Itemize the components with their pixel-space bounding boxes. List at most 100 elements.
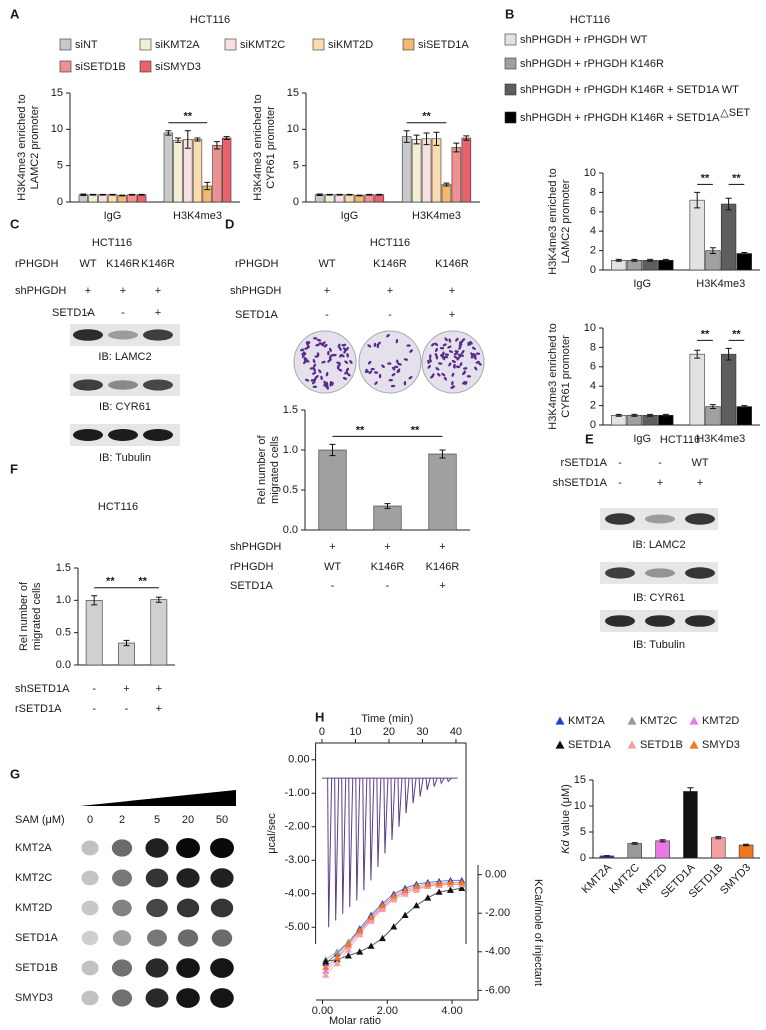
error-bar <box>213 141 220 150</box>
migrated-cell <box>320 343 325 347</box>
data-point <box>344 940 352 947</box>
blot-band <box>645 615 675 627</box>
row-cell: - <box>86 307 90 319</box>
significance-label: ** <box>184 111 193 123</box>
error-bar <box>659 839 666 843</box>
row-label: SETD1A <box>52 307 95 319</box>
concentration-label: 2 <box>119 814 125 826</box>
row-cell: + <box>384 541 390 553</box>
bar <box>736 253 752 271</box>
row-label: rPHGDH <box>15 258 58 270</box>
migrated-cell <box>323 380 327 385</box>
data-point <box>322 967 330 974</box>
error-bar <box>743 843 750 847</box>
migrated-cell <box>303 357 307 362</box>
migrated-cell <box>345 346 349 351</box>
data-point <box>412 886 420 893</box>
error-bar <box>647 258 654 262</box>
y-tick-label: 0.0 <box>283 524 298 536</box>
y-tick-label: 0.00 <box>288 754 309 766</box>
migrated-cell <box>473 355 477 360</box>
migrated-cell <box>461 350 465 354</box>
bar <box>136 194 147 203</box>
migrated-cell <box>329 347 332 352</box>
migrated-cell <box>310 378 315 382</box>
migrated-cell <box>313 337 318 340</box>
dot <box>145 958 169 978</box>
data-point <box>424 880 432 888</box>
migrated-cell <box>397 368 401 373</box>
migrated-cell <box>312 380 316 385</box>
migrated-cell <box>475 352 481 355</box>
y-tick-label: 10 <box>584 167 596 179</box>
migrated-cell <box>403 358 409 361</box>
row-cell: - <box>331 580 335 592</box>
dot <box>112 869 132 887</box>
row-cell: + <box>156 683 162 695</box>
y-tick-label: 5 <box>293 160 299 172</box>
legend-swatch <box>139 38 152 51</box>
blot-label: IB: LAMC2 <box>98 351 151 363</box>
error-bar <box>615 413 622 417</box>
dot <box>111 839 133 857</box>
gradient-label: SAM (μM) <box>15 814 65 826</box>
error-bar <box>709 247 716 255</box>
panel-title: HCT116 <box>370 237 410 249</box>
y-tick-label: 0.0 <box>56 659 71 671</box>
x-tick-label: IgG <box>341 210 359 222</box>
y-tick-label: 6 <box>590 206 596 218</box>
protein-label: KMT2A <box>15 842 52 854</box>
error-bar <box>662 258 669 262</box>
migrated-cell <box>448 350 454 353</box>
blot-band <box>143 329 173 341</box>
migrated-cell <box>434 342 439 347</box>
data-point <box>401 911 409 918</box>
legend-swatch <box>504 111 517 124</box>
row-cell: - <box>125 703 129 715</box>
migrated-cell <box>388 379 393 382</box>
row-label: rSETD1A <box>561 457 608 469</box>
bar <box>411 139 422 203</box>
significance-label: ** <box>106 576 115 588</box>
legend-label: shPHGDH + rPHGDH K146R <box>520 58 664 70</box>
bar <box>431 138 442 203</box>
migrated-cell <box>312 385 318 389</box>
x-tick-label: 4.00 <box>441 1005 462 1017</box>
y-tick-label: 1.5 <box>56 562 71 574</box>
y-tick-label: 15 <box>287 87 299 99</box>
migrated-cell <box>303 360 307 365</box>
dot <box>210 898 234 918</box>
migrated-cell <box>314 355 319 358</box>
injection-peak <box>446 777 452 783</box>
bar <box>401 136 412 203</box>
migrated-cell <box>463 370 466 375</box>
legend-label: KMT2A <box>568 715 605 727</box>
x-tick-label: IgG <box>104 210 122 222</box>
migrated-cell <box>470 352 474 357</box>
blot-band <box>108 380 138 390</box>
migrated-cell <box>300 348 305 352</box>
panel-title: HCT116 <box>660 434 700 446</box>
significance-label: ** <box>701 172 710 184</box>
row-cell: + <box>449 309 455 321</box>
migrated-cell <box>403 381 407 386</box>
legend-label: siSETD1B <box>75 61 126 73</box>
bar <box>710 837 726 859</box>
x-tick-label: IgG <box>633 433 651 445</box>
legend-marker <box>627 740 637 749</box>
y-tick-label: -2.00 <box>285 821 310 833</box>
data-point <box>322 971 330 978</box>
migrated-cell <box>325 371 329 377</box>
panel-letter: C <box>10 216 20 231</box>
x-tick-label: 30 <box>416 726 428 738</box>
legend-label: siKMT2C <box>240 39 285 51</box>
dot <box>210 988 234 1008</box>
dot <box>81 840 99 856</box>
bar <box>373 505 402 531</box>
error-bar <box>725 197 732 211</box>
row-cell: WT <box>318 258 335 270</box>
significance-label: ** <box>732 328 741 340</box>
migrated-cell <box>386 334 390 338</box>
bar <box>705 406 721 426</box>
bar <box>118 642 135 666</box>
